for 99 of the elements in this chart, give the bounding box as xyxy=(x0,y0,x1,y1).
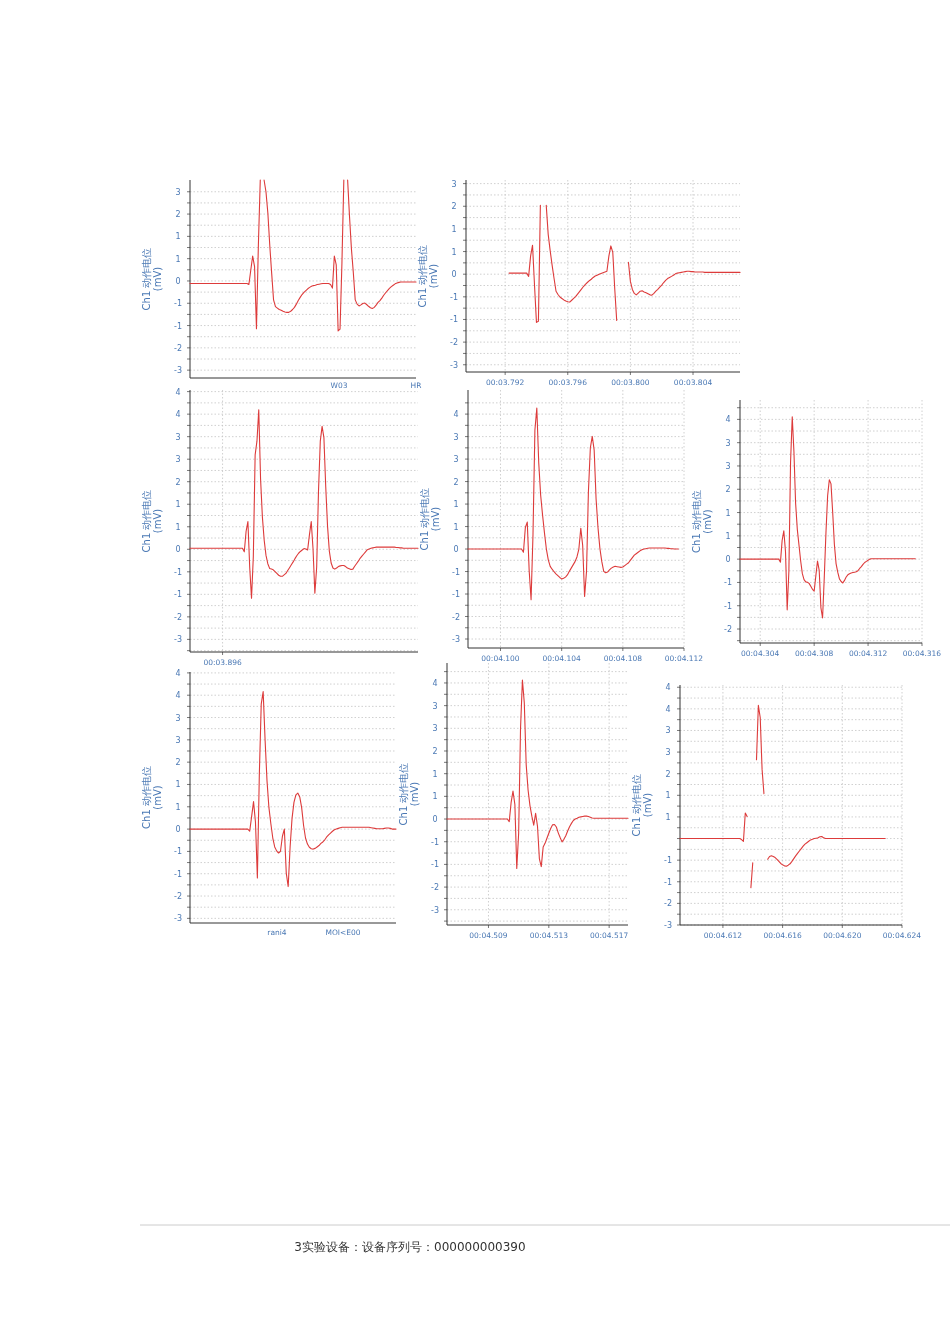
y-tick-label: 1 xyxy=(432,792,438,802)
y-tick-label: 0 xyxy=(175,276,181,286)
y-tick-label: 1 xyxy=(665,812,671,822)
y-tick-label: 2 xyxy=(451,202,457,212)
y-tick-label: -1 xyxy=(174,567,182,577)
y-axis-title: Ch1 动作电位 (mV) xyxy=(141,489,163,553)
y-axis-title: Ch1 动作电位 (mV) xyxy=(417,244,439,308)
y-tick-label: 1 xyxy=(665,791,671,801)
y-tick-label: 1 xyxy=(451,224,457,234)
y-tick-label: -2 xyxy=(724,625,732,635)
y-tick-label: -1 xyxy=(452,590,460,600)
y-tick-label: 4 xyxy=(725,415,731,425)
y-tick-label: 3 xyxy=(432,701,438,711)
y-tick-label: 1 xyxy=(175,522,181,532)
y-tick-label: -2 xyxy=(664,899,672,909)
y-tick-label: 4 xyxy=(175,410,181,420)
y-tick-label: 3 xyxy=(453,455,459,465)
y-tick-label: -1 xyxy=(174,847,182,857)
y-tick-label: 2 xyxy=(665,769,671,779)
y-axis-title: Ch1 动作电位 (mV) xyxy=(398,762,420,826)
text: 3实验设备：设备序列号：000000000390 xyxy=(294,1240,526,1254)
y-tick-label: -3 xyxy=(450,360,458,370)
y-tick-label: -1 xyxy=(664,877,672,887)
y-tick-label: -1 xyxy=(724,601,732,611)
y-tick-label: -2 xyxy=(450,338,458,348)
y-tick-label: 3 xyxy=(665,748,671,758)
y-axis-title: Ch1 动作电位 (mV) xyxy=(691,490,713,553)
y-tick-label: 4 xyxy=(665,704,671,714)
y-tick-label: 0 xyxy=(175,545,181,555)
y-tick-label: -3 xyxy=(174,366,182,376)
y-tick-label: 1 xyxy=(175,500,181,510)
y-tick-label: 4 xyxy=(432,678,438,688)
y-tick-label: 0 xyxy=(432,815,438,825)
y-tick-label: 1 xyxy=(175,254,181,264)
y-tick-label: -1 xyxy=(450,315,458,325)
y-tick-label: 0 xyxy=(451,270,457,280)
y-axis-title: Ch1 动作电位 (mV) xyxy=(141,247,163,311)
y-tick-label: 2 xyxy=(453,477,459,487)
y-tick-label: 1 xyxy=(453,500,459,510)
y-tick-label: -1 xyxy=(431,860,439,870)
y-tick-label: 1 xyxy=(451,247,457,257)
y-tick-label: 4 xyxy=(665,683,671,693)
y-tick-label: -1 xyxy=(664,856,672,866)
y-tick-label: -2 xyxy=(452,612,460,622)
y-tick-label: 2 xyxy=(175,758,181,768)
y-tick-label: 1 xyxy=(432,769,438,779)
line-series xyxy=(446,679,629,869)
y-tick-label: 3 xyxy=(432,724,438,734)
y-tick-label: 4 xyxy=(175,387,181,397)
y-tick-label: 0 xyxy=(453,545,459,555)
y-tick-label: -3 xyxy=(452,635,460,644)
line-series xyxy=(739,416,916,619)
y-tick-label: 3 xyxy=(453,432,459,442)
y-tick-label: 4 xyxy=(453,410,459,420)
y-tick-label: -3 xyxy=(174,914,182,924)
y-tick-label: 1 xyxy=(725,531,731,541)
y-tick-label: -1 xyxy=(450,292,458,302)
y-tick-label: 2 xyxy=(175,210,181,220)
line-series xyxy=(189,409,419,599)
y-tick-label: 4 xyxy=(175,668,181,678)
y-tick-label: -1 xyxy=(724,578,732,588)
y-tick-label: 3 xyxy=(175,187,181,197)
y-tick-label: 0 xyxy=(725,555,731,565)
y-tick-label: -1 xyxy=(174,321,182,331)
y-tick-label: -3 xyxy=(174,635,182,645)
y-tick-label: -3 xyxy=(664,921,672,930)
y-axis-title: Ch1 动作电位 (mV) xyxy=(631,773,653,837)
y-tick-label: 4 xyxy=(175,691,181,701)
y-tick-label: -2 xyxy=(431,883,439,893)
y-tick-label: 3 xyxy=(725,461,731,471)
y-tick-label: 3 xyxy=(175,713,181,723)
y-tick-label: 2 xyxy=(725,485,731,495)
y-tick-label: -1 xyxy=(452,567,460,577)
y-tick-label: -1 xyxy=(174,299,182,309)
y-tick-label: -1 xyxy=(174,869,182,879)
y-tick-label: 1 xyxy=(175,802,181,812)
y-axis-title: Ch1 动作电位 (mV) xyxy=(141,766,163,829)
y-tick-label: 2 xyxy=(175,477,181,487)
y-tick-label: 1 xyxy=(175,232,181,242)
y-tick-label: 1 xyxy=(175,780,181,790)
y-axis-title: Ch1 动作电位 (mV) xyxy=(419,487,441,551)
line-series xyxy=(189,691,397,888)
y-tick-label: -2 xyxy=(174,892,182,902)
y-tick-label: -3 xyxy=(431,905,439,915)
y-tick-label: 0 xyxy=(175,825,181,835)
y-tick-label: -2 xyxy=(174,343,182,353)
y-tick-label: 3 xyxy=(175,432,181,442)
line-series xyxy=(467,407,679,601)
y-tick-label: -1 xyxy=(431,837,439,847)
y-tick-label: 1 xyxy=(725,508,731,518)
y-tick-label: 3 xyxy=(451,179,457,189)
y-tick-label: 3 xyxy=(725,438,731,448)
y-tick-label: -1 xyxy=(174,590,182,600)
y-tick-label: 3 xyxy=(175,455,181,465)
y-tick-label: -2 xyxy=(174,612,182,622)
y-tick-label: 3 xyxy=(175,735,181,745)
y-tick-label: 3 xyxy=(665,726,671,736)
y-tick-label: 1 xyxy=(453,522,459,532)
y-tick-label: 2 xyxy=(432,747,438,756)
